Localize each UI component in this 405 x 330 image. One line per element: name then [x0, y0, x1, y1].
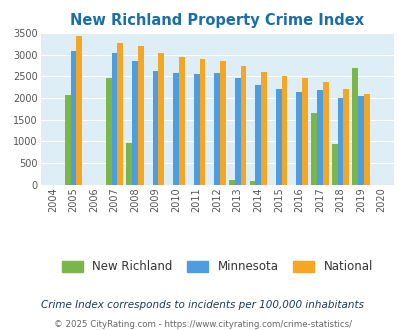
- Bar: [331, 145, 337, 185]
- Bar: [316, 90, 322, 185]
- Bar: [275, 88, 281, 185]
- Bar: [152, 71, 158, 185]
- Bar: [352, 68, 357, 185]
- Bar: [301, 78, 307, 185]
- Bar: [228, 181, 234, 185]
- Bar: [343, 89, 348, 185]
- Bar: [357, 96, 363, 185]
- Bar: [117, 44, 123, 185]
- Bar: [240, 66, 246, 185]
- Bar: [106, 78, 111, 185]
- Bar: [132, 61, 138, 185]
- Bar: [199, 59, 205, 185]
- Bar: [70, 51, 76, 185]
- Bar: [322, 82, 328, 185]
- Bar: [214, 73, 220, 185]
- Bar: [138, 46, 143, 185]
- Bar: [220, 61, 225, 185]
- Bar: [260, 72, 266, 185]
- Bar: [65, 95, 70, 185]
- Bar: [296, 92, 301, 185]
- Bar: [249, 181, 255, 185]
- Legend: New Richland, Minnesota, National: New Richland, Minnesota, National: [55, 254, 378, 279]
- Bar: [234, 78, 240, 185]
- Bar: [111, 53, 117, 185]
- Bar: [363, 94, 369, 185]
- Bar: [337, 98, 343, 185]
- Bar: [311, 113, 316, 185]
- Bar: [255, 84, 260, 185]
- Bar: [193, 74, 199, 185]
- Bar: [281, 76, 287, 185]
- Title: New Richland Property Crime Index: New Richland Property Crime Index: [70, 13, 363, 28]
- Text: © 2025 CityRating.com - https://www.cityrating.com/crime-statistics/: © 2025 CityRating.com - https://www.city…: [54, 319, 351, 329]
- Bar: [126, 143, 132, 185]
- Text: Crime Index corresponds to incidents per 100,000 inhabitants: Crime Index corresponds to incidents per…: [41, 300, 364, 310]
- Bar: [158, 53, 164, 185]
- Bar: [179, 57, 184, 185]
- Bar: [173, 73, 179, 185]
- Bar: [76, 37, 82, 185]
